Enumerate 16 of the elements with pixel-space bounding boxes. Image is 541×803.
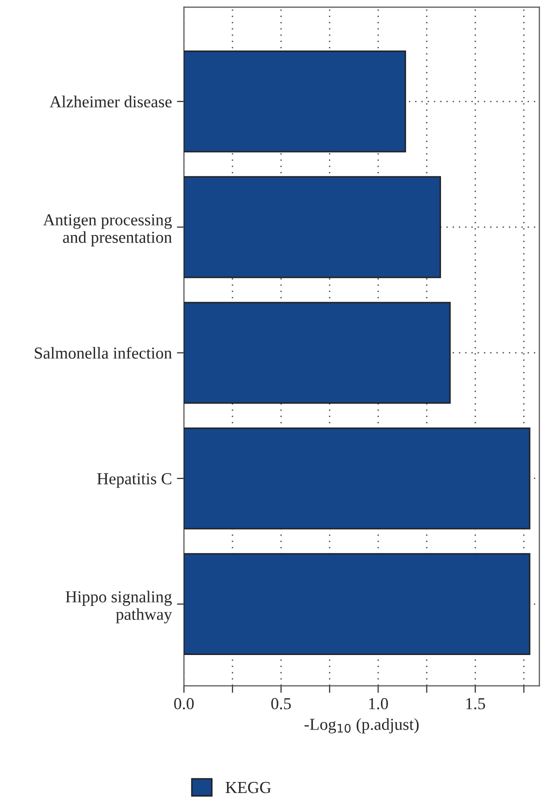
y-tick-label: Alzheimer disease [50,96,172,108]
bar [184,50,406,152]
y-tick-label: Hepatitis C [97,473,172,488]
bar [184,427,530,530]
x-tick-label: 0.5 [271,698,291,710]
legend-label: KEGG [226,782,271,794]
bar [184,176,442,278]
y-tick-label: Salmonella infection [34,346,172,359]
x-axis-title: -Log$_{10}$ (p.adjust) [304,718,419,734]
bar [184,302,451,404]
x-tick-label: 1.5 [466,698,486,710]
x-tick-label: 1.0 [369,698,388,710]
bar [184,553,530,656]
y-tick-label: Hippo signaling pathway [66,590,172,624]
y-tick-label: Antigen processing and presentation [43,214,172,246]
x-tick-label: 0.0 [174,698,194,710]
